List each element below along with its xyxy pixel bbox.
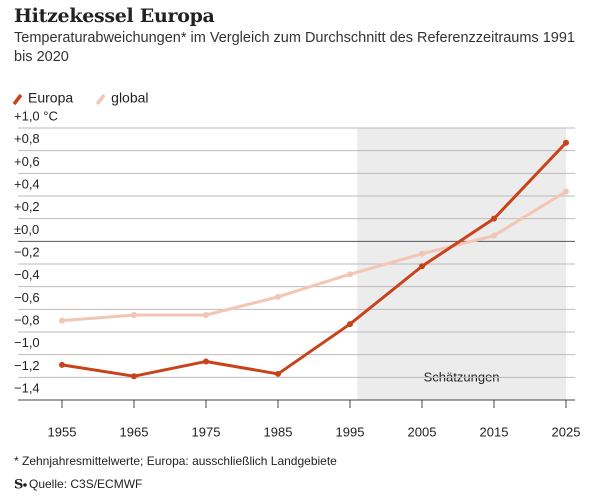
point <box>275 370 281 377</box>
point <box>59 361 65 368</box>
point <box>563 139 569 146</box>
x-tick-label: 1975 <box>192 424 221 439</box>
line <box>61 141 568 378</box>
plot: Schätzungen+1,0 °C+0,8+0,6+0,4+0,2±0,0−0… <box>12 90 581 439</box>
point <box>419 250 425 257</box>
x-tick-label: 1995 <box>336 424 365 439</box>
legend-label: Europa <box>28 90 73 106</box>
y-tick-label: −0,4 <box>14 267 40 282</box>
y-tick-label: +1,0 °C <box>14 108 58 123</box>
y-tick-label: −1,0 <box>14 335 40 350</box>
x-tick-label: 2025 <box>552 424 581 439</box>
point <box>131 373 137 380</box>
point <box>491 232 497 239</box>
y-tick-label: −0,6 <box>14 290 40 305</box>
y-tick-label: −1,2 <box>14 358 40 373</box>
y-tick-label: +0,6 <box>14 154 40 169</box>
x-tick-label: 1965 <box>120 424 149 439</box>
chart-subtitle: Temperaturabweichungen* im Vergleich zum… <box>14 30 575 65</box>
x-tick-label: 1985 <box>264 424 293 439</box>
x-tick-label: 1955 <box>48 424 77 439</box>
logo: S <box>14 478 23 493</box>
point <box>203 358 209 365</box>
logo-dot <box>23 483 27 487</box>
y-tick-label: +0,2 <box>14 199 40 214</box>
x-tick-label: 2005 <box>408 424 437 439</box>
source: Quelle: C3S/ECMWF <box>29 477 142 491</box>
point <box>59 317 65 324</box>
point <box>347 271 353 278</box>
point <box>563 188 569 195</box>
y-tick-label: −0,2 <box>14 244 40 259</box>
footnote: * Zehnjahresmittelwerte; Europa: ausschl… <box>14 454 337 468</box>
line <box>61 190 567 323</box>
legend-label: global <box>111 90 148 106</box>
point <box>419 263 425 270</box>
point <box>203 312 209 318</box>
chart-title: Hitzekessel Europa <box>14 5 215 27</box>
point <box>347 321 353 328</box>
y-tick-label: +0,8 <box>14 131 40 146</box>
y-tick-label: −1,4 <box>14 380 40 395</box>
legend-swatch <box>95 93 106 106</box>
source-logo: S <box>14 478 27 493</box>
point <box>491 215 497 222</box>
x-tick-label: 2015 <box>480 424 509 439</box>
legend-swatch <box>12 93 23 106</box>
point <box>275 293 281 300</box>
y-tick-label: +0,4 <box>14 176 40 191</box>
y-tick-label: ±0,0 <box>14 222 39 237</box>
point <box>131 312 137 318</box>
y-tick-label: −0,8 <box>14 312 40 327</box>
